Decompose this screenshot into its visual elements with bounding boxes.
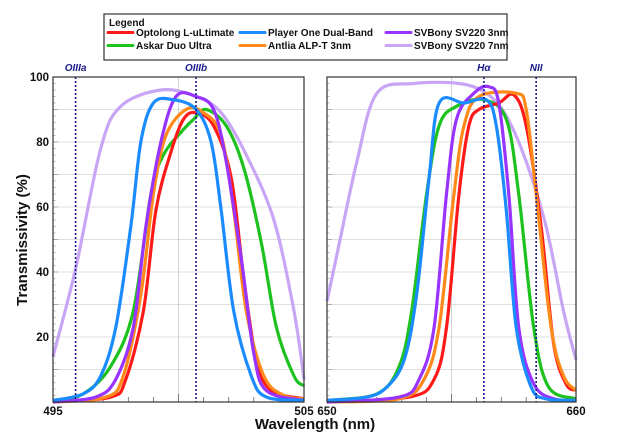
legend-entry-label: SVBony SV220 7nm bbox=[414, 41, 509, 52]
y-axis-title: Transmissivity (%) bbox=[14, 174, 31, 306]
plot-frame bbox=[52, 76, 305, 403]
y-tick-label: 100 bbox=[30, 72, 49, 84]
legend-entry-label: Antlia ALP-T 3nm bbox=[268, 41, 351, 52]
legend-title: Legend bbox=[109, 18, 145, 29]
legend: Legend Optolong L-uLtimate Askar Duo Ultr… bbox=[103, 13, 509, 61]
x-tick-label: 650 bbox=[317, 406, 336, 418]
plot-frame bbox=[326, 76, 577, 403]
series-line-player-one-dual-band bbox=[52, 96, 305, 402]
series-line-svbony-sv220-3nm bbox=[52, 90, 305, 404]
series-line-askar-duo-ultra bbox=[52, 107, 306, 402]
panel-left: OIIIa OIIIb 495 505 20 40 60 80 100 bbox=[30, 63, 314, 418]
emission-line-label: Hα bbox=[477, 63, 491, 74]
legend-box bbox=[103, 13, 508, 61]
y-tick-label: 60 bbox=[36, 202, 49, 214]
x-tick-label: 505 bbox=[294, 406, 314, 418]
series-line-svbony-sv220-3nm bbox=[326, 84, 577, 404]
emission-line-label: NII bbox=[530, 63, 543, 74]
y-tick-label: 40 bbox=[36, 267, 49, 279]
y-tick-label: 80 bbox=[36, 137, 49, 149]
legend-entry-label: Player One Dual-Band bbox=[268, 28, 373, 39]
x-tick-label: 495 bbox=[43, 406, 63, 418]
y-tick-label: 20 bbox=[36, 332, 49, 344]
x-axis-title: Wavelength (nm) bbox=[255, 416, 375, 433]
emission-line-label: OIIIb bbox=[185, 63, 207, 74]
emission-line-label: OIIIa bbox=[65, 63, 87, 74]
series-line-svbony-sv220-7nm bbox=[325, 80, 578, 361]
panel-right: Hα NII 650 660 bbox=[317, 63, 585, 418]
legend-entry-label: SVBony SV220 3nm bbox=[414, 28, 509, 39]
series-line-player-one-dual-band bbox=[326, 96, 577, 402]
legend-entry-label: Askar Duo Ultra bbox=[136, 41, 212, 52]
x-tick-label: 660 bbox=[566, 406, 585, 418]
series-line-antlia-alp-t-3nm bbox=[326, 90, 578, 404]
legend-entry-label: Optolong L-uLtimate bbox=[136, 28, 235, 39]
series-line-askar-duo-ultra bbox=[326, 97, 577, 402]
